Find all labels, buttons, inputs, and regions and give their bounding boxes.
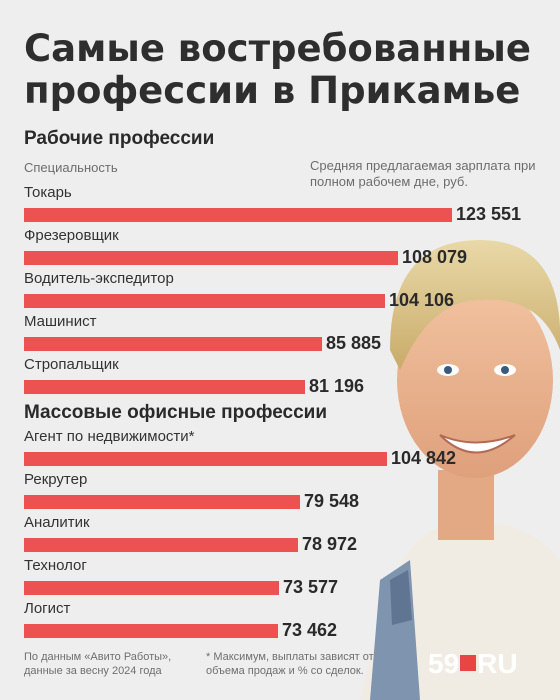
bar: [24, 624, 278, 638]
value-label: 108 079: [402, 247, 468, 267]
category-label: Водитель-экспедитор: [24, 270, 174, 287]
category-label: Технолог: [24, 557, 87, 574]
bar: [24, 495, 300, 509]
value-label: 73 577: [283, 577, 339, 597]
red-square-icon: [460, 655, 477, 671]
category-label: Рекрутер: [24, 471, 88, 488]
bar: [24, 337, 322, 351]
section-title-office: Массовые офисные профессии: [24, 402, 328, 423]
value-label: 78 972: [302, 534, 358, 554]
category-label: Аналитик: [24, 514, 90, 531]
bar: [24, 208, 452, 222]
bar: [24, 538, 298, 552]
value-label: 79 548: [304, 491, 360, 511]
title-line-2: профессии в Прикамье: [24, 69, 521, 112]
source-line-1: По данным «Авито Работы»,: [24, 651, 172, 663]
source-footnote: По данным «Авито Работы», данные за весн…: [24, 650, 171, 678]
person-illustration: [360, 240, 560, 700]
value-label: 104 106: [389, 290, 455, 310]
category-label: Логист: [24, 600, 71, 617]
category-label: Токарь: [24, 184, 72, 201]
category-label: Агент по недвижимости*: [24, 428, 195, 445]
category-label: Фрезеровщик: [24, 227, 119, 244]
category-label: Машинист: [24, 313, 97, 330]
bar: [24, 581, 279, 595]
note-line-2: объема продаж и % со сделок.: [206, 665, 364, 677]
section-title-working: Рабочие профессии: [24, 128, 215, 149]
value-label: 123 551: [456, 204, 522, 224]
page-title: Самые востребованные профессии в Прикамь…: [24, 28, 544, 112]
title-line-1: Самые востребованные: [24, 27, 531, 70]
logo: 59 RU: [428, 648, 518, 680]
bar: [24, 294, 385, 308]
category-label: Стропальщик: [24, 356, 119, 373]
value-label: 73 462: [282, 620, 338, 640]
asterisk-footnote: * Максимум, выплаты зависят от объема пр…: [206, 650, 374, 678]
value-label: 81 196: [309, 376, 365, 396]
logo-number: 59: [428, 648, 460, 679]
bar: [24, 452, 387, 466]
bar: [24, 251, 398, 265]
bar: [24, 380, 305, 394]
source-line-2: данные за весну 2024 года: [24, 665, 162, 677]
value-label: 104 842: [391, 448, 457, 468]
note-line-1: * Максимум, выплаты зависят от: [206, 651, 374, 663]
value-label: 85 885: [326, 333, 382, 353]
column-header-specialty: Специальность: [24, 160, 118, 175]
logo-domain: RU: [477, 648, 518, 679]
column-header-salary: Средняя предлагаемая зарплата при полном…: [310, 158, 536, 189]
